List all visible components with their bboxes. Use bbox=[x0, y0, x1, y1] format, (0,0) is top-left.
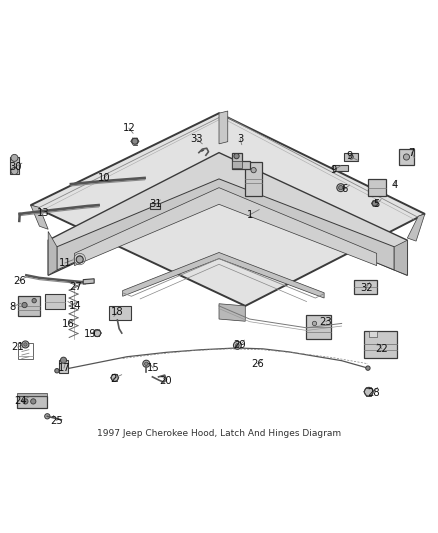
Circle shape bbox=[364, 387, 373, 396]
Text: 1997 Jeep Cherokee Hood, Latch And Hinges Diagram: 1997 Jeep Cherokee Hood, Latch And Hinge… bbox=[97, 429, 341, 438]
Circle shape bbox=[94, 329, 101, 336]
Polygon shape bbox=[369, 332, 377, 336]
Text: 13: 13 bbox=[37, 208, 49, 218]
Circle shape bbox=[372, 201, 378, 206]
Text: 25: 25 bbox=[50, 416, 64, 426]
Circle shape bbox=[45, 414, 50, 419]
Text: 11: 11 bbox=[58, 258, 71, 268]
Circle shape bbox=[31, 399, 36, 404]
Text: 9: 9 bbox=[331, 165, 337, 175]
Polygon shape bbox=[364, 332, 397, 359]
Circle shape bbox=[23, 399, 28, 404]
Polygon shape bbox=[306, 314, 331, 339]
Circle shape bbox=[76, 256, 83, 263]
Polygon shape bbox=[368, 179, 386, 197]
Polygon shape bbox=[219, 111, 228, 144]
Polygon shape bbox=[399, 149, 414, 165]
Text: 2: 2 bbox=[110, 374, 116, 384]
Circle shape bbox=[339, 185, 343, 190]
Text: 26: 26 bbox=[13, 276, 26, 286]
Text: 18: 18 bbox=[111, 307, 124, 317]
Text: 32: 32 bbox=[360, 282, 372, 293]
Polygon shape bbox=[57, 179, 394, 270]
Circle shape bbox=[145, 362, 148, 366]
Text: 29: 29 bbox=[233, 341, 247, 350]
Text: 14: 14 bbox=[69, 301, 81, 311]
Circle shape bbox=[251, 167, 256, 173]
Circle shape bbox=[22, 302, 27, 308]
Circle shape bbox=[366, 366, 370, 370]
Text: 3: 3 bbox=[237, 134, 243, 143]
Circle shape bbox=[234, 154, 239, 159]
Circle shape bbox=[337, 184, 345, 191]
Polygon shape bbox=[333, 165, 348, 171]
Circle shape bbox=[11, 155, 18, 161]
Polygon shape bbox=[245, 162, 262, 196]
Circle shape bbox=[403, 154, 410, 160]
Text: 31: 31 bbox=[150, 199, 162, 209]
Text: 16: 16 bbox=[62, 319, 75, 329]
Circle shape bbox=[32, 298, 36, 303]
Polygon shape bbox=[109, 306, 131, 320]
Polygon shape bbox=[407, 214, 425, 241]
Polygon shape bbox=[18, 296, 40, 317]
Circle shape bbox=[233, 342, 241, 349]
Polygon shape bbox=[17, 393, 47, 395]
Text: 26: 26 bbox=[251, 359, 264, 369]
Text: 20: 20 bbox=[159, 376, 172, 386]
Polygon shape bbox=[83, 279, 94, 284]
Text: 15: 15 bbox=[147, 363, 160, 373]
Text: 21: 21 bbox=[11, 342, 24, 352]
Text: 27: 27 bbox=[69, 281, 82, 292]
Text: 7: 7 bbox=[409, 148, 415, 158]
Polygon shape bbox=[344, 154, 358, 160]
Text: 1: 1 bbox=[247, 210, 253, 220]
Polygon shape bbox=[31, 113, 425, 306]
Polygon shape bbox=[31, 205, 48, 229]
Text: 5: 5 bbox=[374, 199, 380, 209]
Polygon shape bbox=[74, 188, 377, 265]
Text: 12: 12 bbox=[122, 123, 135, 133]
Polygon shape bbox=[59, 360, 68, 374]
Polygon shape bbox=[48, 231, 57, 275]
Circle shape bbox=[143, 360, 150, 367]
Circle shape bbox=[312, 321, 317, 326]
Circle shape bbox=[132, 138, 138, 144]
Circle shape bbox=[11, 167, 18, 174]
Polygon shape bbox=[17, 395, 47, 408]
Text: 22: 22 bbox=[375, 344, 389, 354]
Circle shape bbox=[55, 368, 59, 373]
Circle shape bbox=[236, 344, 239, 347]
Polygon shape bbox=[150, 204, 160, 209]
Circle shape bbox=[111, 374, 118, 381]
Polygon shape bbox=[45, 294, 65, 310]
Circle shape bbox=[60, 357, 67, 364]
Circle shape bbox=[349, 155, 353, 159]
Text: 4: 4 bbox=[391, 181, 397, 190]
Polygon shape bbox=[219, 304, 245, 321]
Text: 8: 8 bbox=[9, 302, 15, 312]
Polygon shape bbox=[354, 280, 377, 294]
Polygon shape bbox=[394, 240, 407, 275]
Text: 19: 19 bbox=[84, 329, 97, 339]
Text: 28: 28 bbox=[367, 387, 379, 398]
Polygon shape bbox=[232, 152, 250, 169]
Text: 10: 10 bbox=[98, 173, 110, 183]
Circle shape bbox=[77, 256, 83, 262]
Text: 17: 17 bbox=[57, 363, 71, 373]
Polygon shape bbox=[232, 160, 242, 168]
Text: 9: 9 bbox=[346, 151, 353, 161]
Polygon shape bbox=[48, 152, 407, 275]
Polygon shape bbox=[123, 253, 324, 298]
Circle shape bbox=[24, 343, 27, 346]
Text: 24: 24 bbox=[15, 395, 27, 406]
Text: 33: 33 bbox=[190, 134, 202, 143]
Text: 6: 6 bbox=[341, 184, 347, 195]
Text: 30: 30 bbox=[10, 161, 22, 172]
Polygon shape bbox=[10, 157, 19, 174]
Circle shape bbox=[22, 341, 29, 348]
Text: 23: 23 bbox=[320, 317, 332, 327]
